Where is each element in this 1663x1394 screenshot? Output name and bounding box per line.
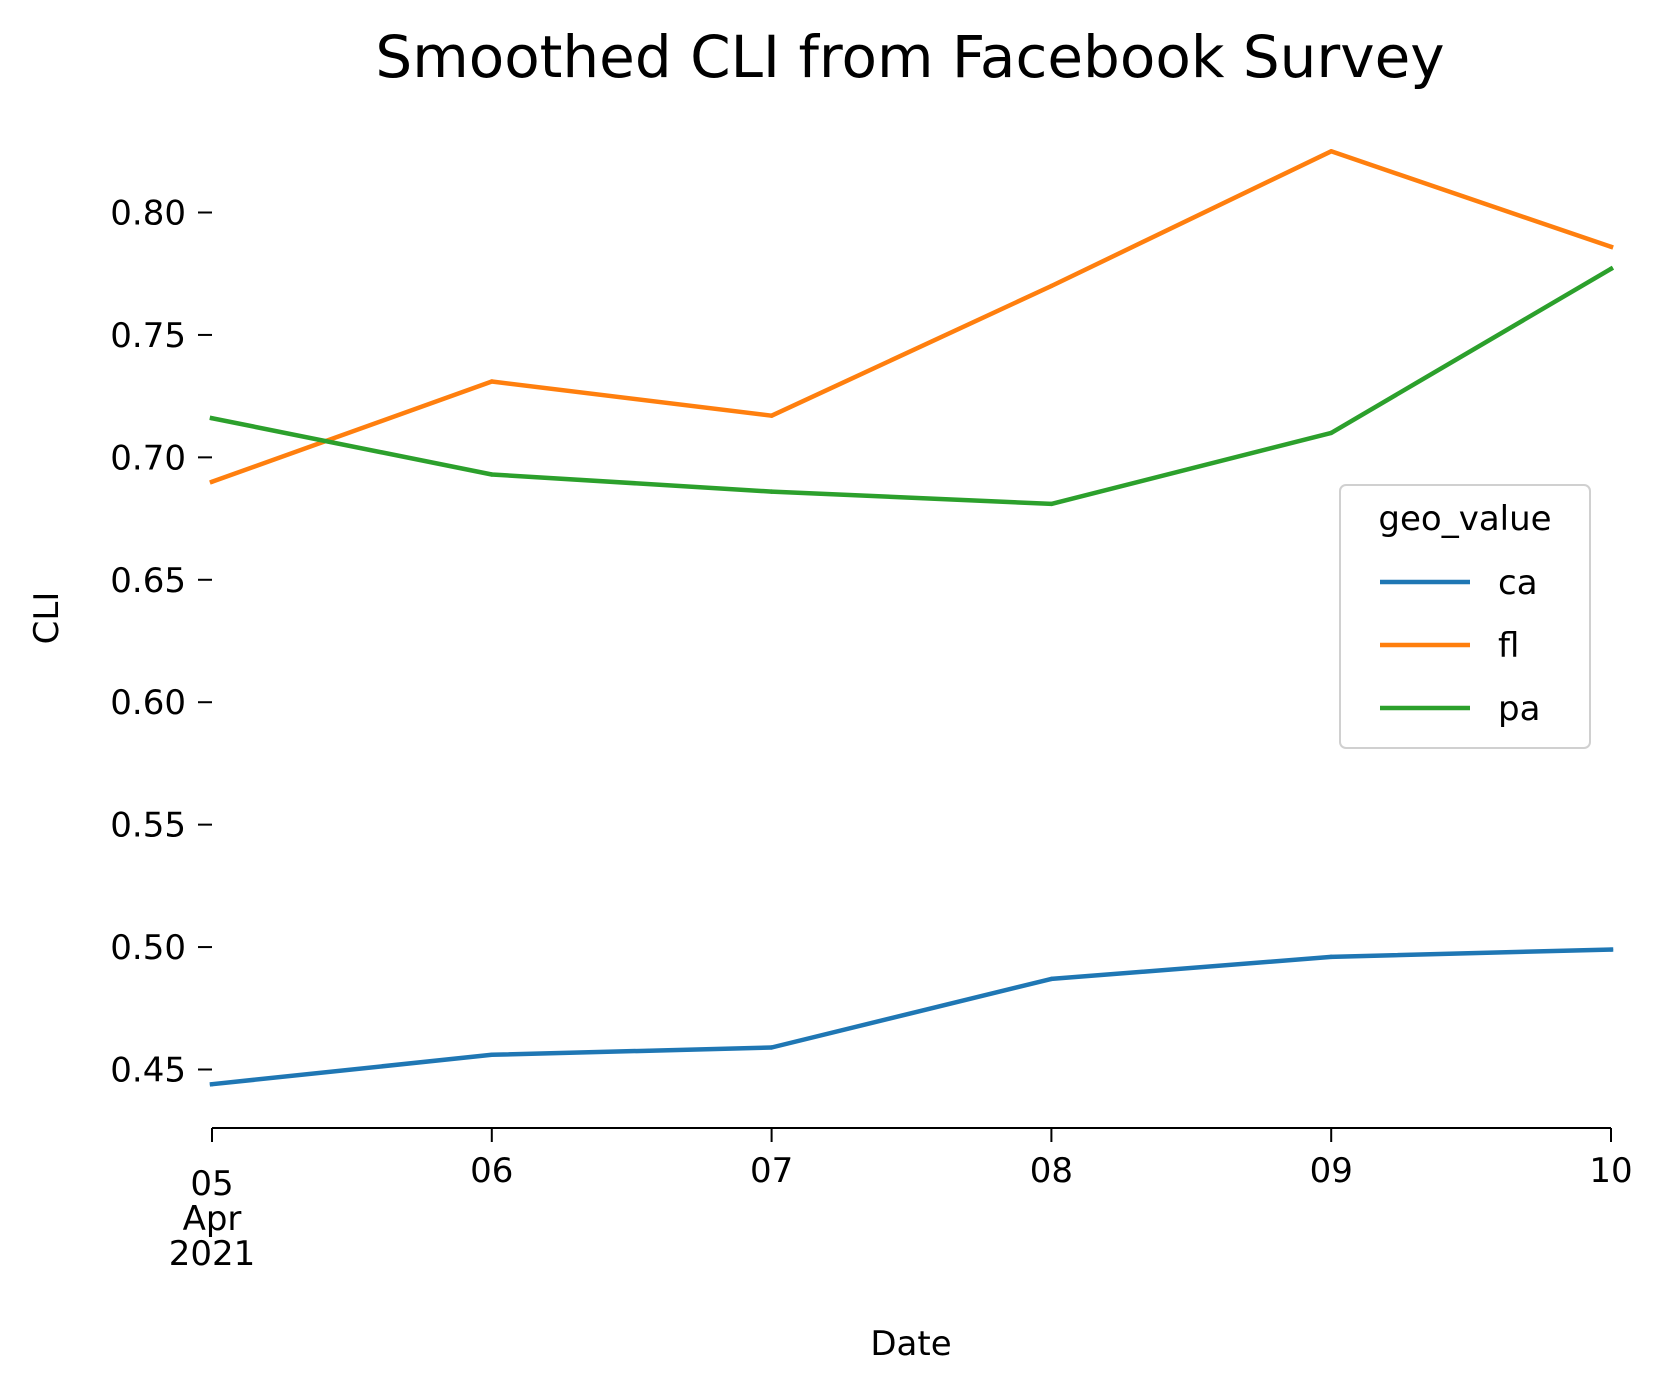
y-tick-label: 0.75 [110, 316, 186, 356]
legend-box [1339, 484, 1591, 749]
x-tick-label: 08 [1030, 1151, 1073, 1191]
x-tick-label-line: 05 [190, 1164, 233, 1204]
data-point-fl [1329, 149, 1334, 154]
data-point-pa [489, 472, 494, 477]
data-point-ca [1608, 947, 1614, 952]
data-point-fl [209, 479, 215, 485]
series-line-pa [209, 265, 1615, 507]
data-point-pa [1329, 430, 1334, 436]
x-axis-label: Date [870, 1324, 951, 1364]
x-tick-label: 09 [1310, 1151, 1353, 1191]
data-point-fl [1049, 283, 1054, 289]
data-point-pa [1049, 501, 1054, 507]
x-tick-label-line: 09 [1310, 1151, 1353, 1191]
y-tick-label: 0.45 [110, 1051, 186, 1091]
data-point-fl [1608, 244, 1614, 249]
y-tick-label: 0.55 [110, 806, 186, 846]
data-point-pa [1608, 266, 1614, 272]
x-tick-label-line: 08 [1030, 1151, 1073, 1191]
y-tick-label: 0.70 [110, 438, 186, 478]
series-lines [209, 149, 1615, 1087]
y-tick-label: 0.60 [110, 683, 186, 723]
x-tick-label-line: 07 [750, 1151, 793, 1191]
y-tick-label: 0.80 [110, 194, 186, 234]
data-point-pa [209, 415, 215, 421]
x-tick-label: 05 Apr 2021 [169, 1164, 256, 1274]
data-point-ca [489, 1052, 494, 1058]
y-tick-label: 0.65 [110, 561, 186, 601]
data-point-fl [769, 413, 774, 418]
x-tick-label: 10 [1589, 1151, 1632, 1191]
x-tick-label: 06 [470, 1151, 513, 1191]
x-axis-ticks: 05 Apr 2021 06 07 08 09 10 [169, 1128, 1633, 1274]
chart-title: Smoothed CLI from Facebook Survey [375, 23, 1444, 91]
data-point-pa [769, 489, 774, 494]
x-tick-label-line: 06 [470, 1151, 513, 1191]
data-point-ca [1049, 976, 1054, 982]
x-tick-label-line: Apr [183, 1199, 242, 1239]
series-line-fl [209, 149, 1614, 485]
legend: geo_value ca fl pa [1339, 484, 1591, 749]
legend-label-fl: fl [1498, 626, 1519, 666]
data-point-ca [209, 1081, 215, 1087]
x-tick-label-line: 10 [1589, 1151, 1632, 1191]
y-axis-label: CLI [27, 592, 67, 645]
x-tick-label: 07 [750, 1151, 793, 1191]
series-line-ca [209, 947, 1614, 1087]
legend-label-ca: ca [1498, 563, 1538, 603]
legend-items: ca fl pa [1380, 563, 1540, 729]
x-tick-label-line: 2021 [169, 1234, 256, 1274]
legend-title: geo_value [1378, 499, 1551, 539]
y-axis-ticks: 0.45 0.50 0.55 0.60 0.65 0.70 0.75 0.80 [110, 194, 212, 1091]
data-point-ca [769, 1045, 774, 1050]
y-tick-label: 0.50 [110, 928, 186, 968]
data-point-fl [489, 379, 494, 384]
legend-label-pa: pa [1498, 689, 1540, 729]
data-point-ca [1329, 954, 1334, 960]
